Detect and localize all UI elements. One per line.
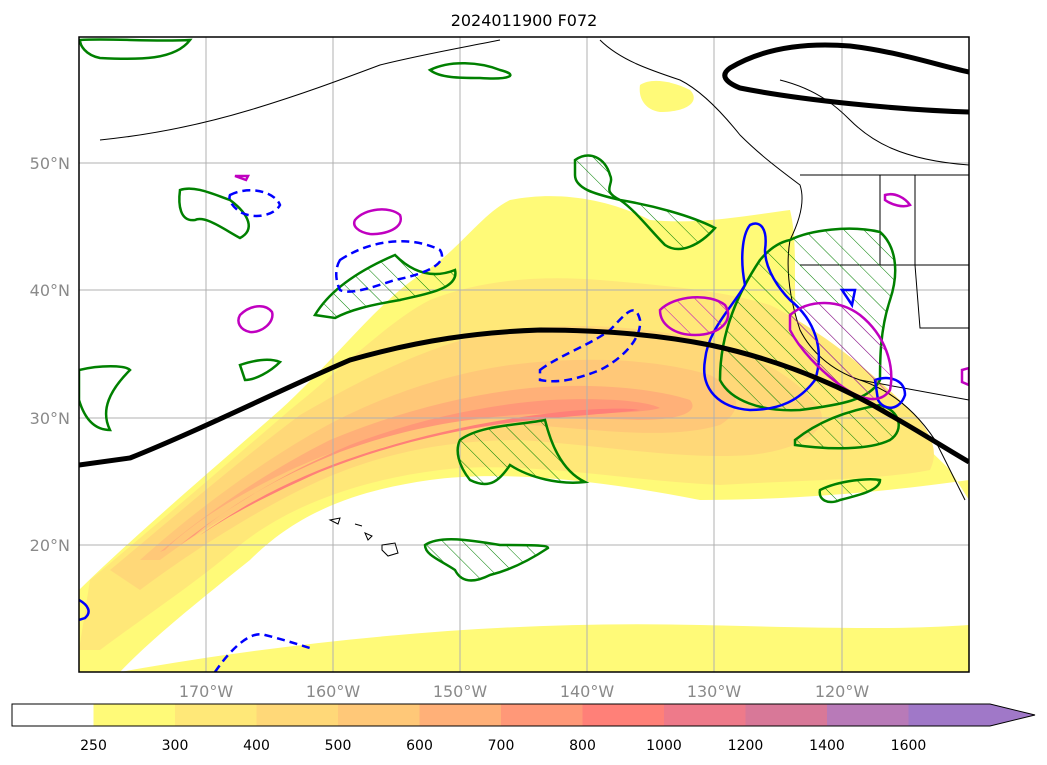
colorbar-tick-label: 600 (406, 738, 433, 754)
x-tick-label: 140°W (560, 682, 615, 701)
colorbar-segment (256, 704, 339, 726)
blue-contour-w (79, 598, 90, 622)
colorbar-segment (338, 704, 420, 726)
y-tick-label: 50°N (30, 154, 70, 173)
colorbar-extend-arrow (908, 704, 1035, 726)
colorbar-tick-label: 1600 (891, 738, 927, 754)
green-contour-se (793, 403, 900, 504)
jet-axis-north (722, 42, 969, 115)
ivt-band-250b (120, 624, 969, 672)
colorbar-tick-label: 250 (80, 738, 107, 754)
jet-axis-main (79, 327, 969, 468)
alaska-interior (779, 79, 969, 166)
blue-contour-coast (702, 222, 820, 412)
map-area (79, 37, 969, 672)
magenta-contour-coast (788, 301, 893, 401)
green-contour-hi (178, 187, 250, 240)
blue-contours (79, 189, 907, 672)
x-tick-label: 150°W (433, 682, 488, 701)
x-tick-label: 160°W (306, 682, 361, 701)
x-tick-label: 130°W (687, 682, 742, 701)
green-contour-bc (573, 154, 717, 251)
blue-contour-dashed-3 (213, 189, 311, 672)
y-tick-labels: 20°N 30°N 40°N 50°N (30, 154, 70, 555)
colorbar-segment (745, 704, 828, 726)
colorbar-tick-label: 500 (325, 738, 352, 754)
colorbar-segment (419, 704, 502, 726)
ivt-band-700 (180, 399, 660, 545)
x-tick-labels: 170°W 160°W 150°W 140°W 130°W 120°W (179, 682, 870, 701)
colorbar-segment (12, 704, 94, 726)
map-border (78, 36, 970, 673)
graticule (79, 37, 969, 672)
y-tick-label: 20°N (30, 536, 70, 555)
blue-contour-dashed-1 (335, 240, 444, 293)
colorbar: 250 300 400 500 600 700 800 1000 1200 1400 1600 (11, 703, 1036, 754)
colorbar-tick-label: 300 (162, 738, 189, 754)
colorbar-tick-label: 700 (488, 738, 515, 754)
colorbar-tick-label: 1400 (809, 738, 845, 754)
colorbar-segment (664, 704, 746, 726)
green-contour-south (423, 537, 550, 582)
blue-contour-dashed-2 (538, 309, 642, 383)
colorbar-tick-label: 400 (243, 738, 270, 754)
magenta-contours (234, 174, 969, 401)
colorbar-segment (175, 704, 257, 726)
colorbar-segment (93, 704, 176, 726)
magenta-contour-mid (237, 208, 402, 334)
green-contour-w (79, 358, 283, 432)
ivt-band-250c (639, 80, 694, 112)
colorbar-segment (827, 704, 909, 726)
x-tick-label: 170°W (179, 682, 234, 701)
hawaii-islands (328, 517, 399, 557)
green-contour-mid (312, 253, 457, 320)
colorbar-tick-label: 1000 (646, 738, 682, 754)
colorbar-tick-label: 1200 (728, 738, 764, 754)
magenta-contour-small (234, 174, 969, 387)
x-tick-label: 120°W (815, 682, 870, 701)
colorbar-tick-label: 800 (569, 738, 596, 754)
chart-title: 2024011900 F072 (451, 11, 598, 30)
y-tick-label: 40°N (30, 281, 70, 300)
magenta-contour-offshore (658, 295, 730, 337)
colorbar-outline (11, 703, 1036, 727)
jet-axis (79, 42, 969, 468)
green-contour-north (79, 38, 512, 80)
colorbar-segment (501, 704, 583, 726)
green-contour-central (456, 418, 590, 486)
colorbar-segment (582, 704, 665, 726)
y-tick-label: 30°N (30, 409, 70, 428)
